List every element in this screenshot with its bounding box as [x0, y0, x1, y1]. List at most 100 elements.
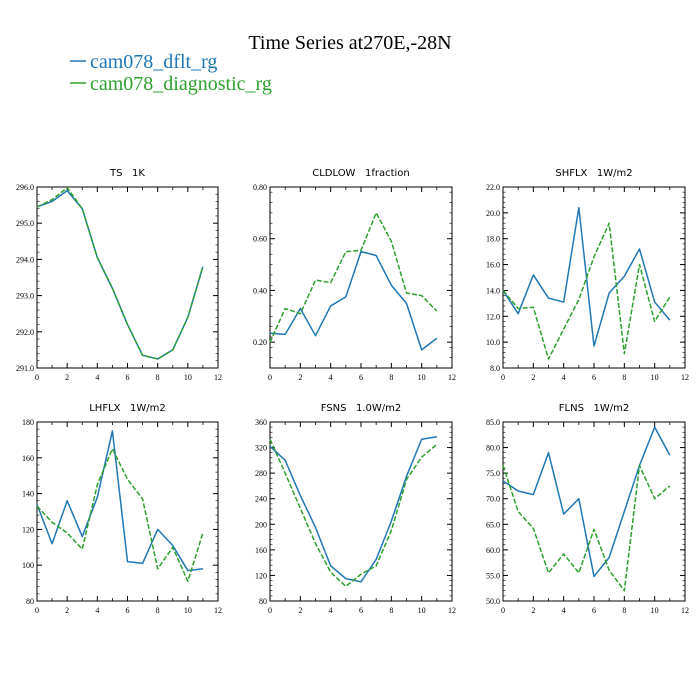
y-tick-label: 240	[255, 495, 267, 504]
y-tick-label: 295.0	[16, 219, 34, 228]
panel-title: FSNS 1.0W/m2	[321, 403, 402, 414]
y-tick-label: 160	[255, 546, 267, 555]
y-tick-label: 291.0	[16, 364, 34, 373]
x-tick-label: 2	[298, 373, 302, 382]
y-tick-label: 75.0	[486, 469, 500, 478]
y-tick-label: 0.80	[253, 183, 267, 192]
x-tick-label: 8	[156, 373, 160, 382]
y-tick-label: 70.0	[486, 495, 500, 504]
x-tick-label: 8	[622, 373, 626, 382]
x-tick-label: 8	[156, 606, 160, 615]
legend-label-diagnostic: cam078_diagnostic_rg	[90, 73, 272, 95]
y-tick-label: 293.0	[16, 292, 34, 301]
panel-title: TS 1K	[109, 168, 145, 179]
x-tick-label: 10	[651, 373, 659, 382]
y-tick-label: 55.0	[486, 571, 500, 580]
series-line-dflt	[502, 426, 671, 578]
x-tick-label: 2	[65, 373, 69, 382]
series-line-diagnostic	[502, 222, 671, 360]
y-tick-label: 120	[22, 525, 34, 534]
panel-1: TS 1K 0 2 4 6 8 10 12 291.0 292.0 293.0 294.0 295.0 2…	[16, 168, 222, 382]
panels-group: TS 1K 0 2 4 6 8 10 12 291.0 292.0 293.0 294.0 295.0 2…	[16, 168, 689, 615]
x-tick-label: 6	[126, 373, 130, 382]
x-tick-label: 10	[184, 373, 192, 382]
y-tick-label: 200	[255, 520, 267, 529]
y-tick-label: 280	[255, 469, 267, 478]
plot-frame	[36, 186, 219, 369]
y-tick-label: 0.20	[253, 338, 267, 347]
x-tick-label: 0	[35, 373, 39, 382]
y-tick-label: 80.0	[486, 444, 500, 453]
panel-4: LHFLX 1W/m2 0 2 4 6 8 10 12 80 100 120 140 160 180	[22, 403, 222, 615]
x-tick-label: 12	[681, 373, 689, 382]
y-tick-label: 320	[255, 444, 267, 453]
y-tick-label: 80	[26, 597, 34, 606]
x-tick-label: 2	[531, 373, 535, 382]
y-tick-label: 180	[22, 418, 34, 427]
x-tick-label: 10	[418, 373, 426, 382]
legend: cam078_dflt_rg cam078_diagnostic_rg	[70, 51, 272, 95]
panel-title: LHFLX 1W/m2	[89, 403, 166, 414]
x-tick-label: 12	[214, 373, 222, 382]
x-tick-label: 0	[501, 606, 505, 615]
y-tick-label: 50.0	[486, 597, 500, 606]
x-tick-label: 6	[592, 606, 596, 615]
series-line-diagnostic	[269, 212, 438, 343]
x-tick-label: 0	[35, 606, 39, 615]
x-tick-label: 4	[329, 373, 333, 382]
x-tick-label: 8	[389, 373, 393, 382]
x-tick-label: 2	[65, 606, 69, 615]
series-line-diagnostic	[502, 464, 671, 592]
x-tick-label: 6	[592, 373, 596, 382]
y-tick-label: 296.0	[16, 183, 34, 192]
x-tick-label: 12	[214, 606, 222, 615]
figure-title: Time Series at270E,-28N	[248, 32, 451, 54]
x-tick-label: 6	[126, 606, 130, 615]
y-tick-label: 20.0	[486, 209, 500, 218]
series-line-dflt	[269, 435, 437, 583]
y-tick-label: 294.0	[16, 255, 34, 264]
x-tick-label: 6	[359, 373, 363, 382]
x-tick-label: 2	[298, 606, 302, 615]
y-tick-label: 140	[22, 490, 34, 499]
y-tick-label: 16.0	[486, 261, 500, 270]
series-line-diagnostic	[36, 186, 204, 360]
y-tick-label: 160	[22, 454, 34, 463]
x-tick-label: 2	[531, 606, 535, 615]
y-tick-label: 100	[22, 561, 34, 570]
x-tick-label: 0	[268, 373, 272, 382]
y-tick-label: 120	[255, 571, 267, 580]
x-tick-label: 12	[681, 606, 689, 615]
y-tick-label: 360	[255, 418, 267, 427]
x-tick-label: 10	[418, 606, 426, 615]
x-tick-label: 4	[562, 373, 566, 382]
x-tick-label: 4	[329, 606, 333, 615]
panel-title: FLNS 1W/m2	[559, 403, 629, 414]
panel-title: CLDLOW 1fraction	[312, 168, 410, 179]
panel-3: SHFLX 1W/m2 0 2 4 6 8 10 12 8.0 10.0 12.0 14.0 16.0 1…	[486, 168, 689, 382]
series-line-dflt	[269, 250, 438, 351]
y-tick-label: 0.40	[253, 286, 267, 295]
x-tick-label: 6	[359, 606, 363, 615]
x-tick-label: 0	[268, 606, 272, 615]
plot-frame	[269, 186, 453, 369]
panel-5: FSNS 1.0W/m2 0 2 4 6 8 10 12 80 120 160 200 240 280 32…	[255, 403, 456, 615]
x-tick-label: 0	[501, 373, 505, 382]
x-tick-label: 12	[448, 373, 456, 382]
y-tick-label: 292.0	[16, 328, 34, 337]
y-tick-label: 0.60	[253, 235, 267, 244]
panel-2: CLDLOW 1fraction 0 2 4 6 8 10 12 0.20 0.40 0.60 0.8…	[253, 168, 456, 382]
y-tick-label: 12.0	[486, 312, 500, 321]
series-line-dflt	[36, 189, 204, 360]
y-tick-label: 60.0	[486, 546, 500, 555]
y-tick-label: 22.0	[486, 183, 500, 192]
y-tick-label: 18.0	[486, 235, 500, 244]
legend-label-dflt: cam078_dflt_rg	[90, 51, 217, 73]
x-tick-label: 4	[95, 606, 99, 615]
y-tick-label: 10.0	[486, 338, 500, 347]
x-tick-label: 8	[389, 606, 393, 615]
x-tick-label: 10	[651, 606, 659, 615]
series-line-diagnostic	[269, 438, 438, 588]
series-line-diagnostic	[36, 448, 204, 583]
x-tick-label: 12	[448, 606, 456, 615]
